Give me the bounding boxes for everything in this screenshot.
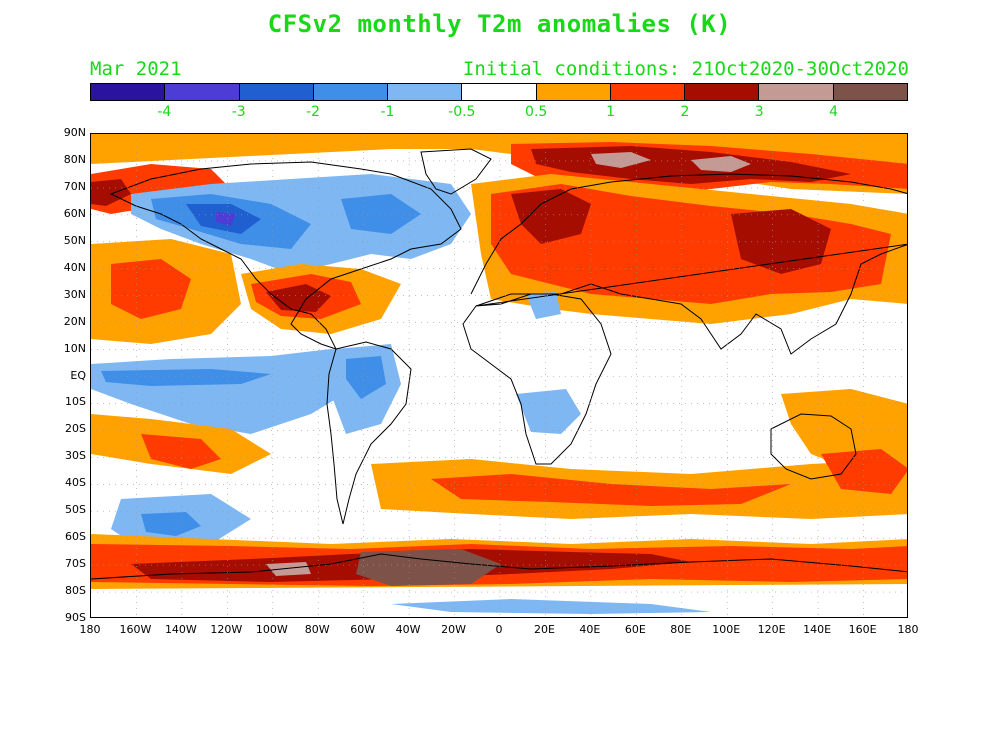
anomaly-region — [516, 389, 581, 434]
initial-conditions: Initial conditions: 21Oct2020-30Oct2020 — [462, 58, 909, 80]
latitude-tick-label: 40N — [63, 260, 86, 274]
anomaly-region — [526, 292, 561, 319]
legend-tick-label: -3 — [231, 104, 246, 120]
anomaly-region — [101, 369, 271, 386]
legend-swatch — [388, 84, 463, 100]
latitude-tick-label: 50N — [63, 233, 86, 247]
legend-tick-label: 4 — [829, 104, 839, 120]
latitude-tick-label: 50S — [65, 503, 86, 517]
anomaly-fields — [91, 134, 907, 617]
coastline-south-america — [326, 341, 412, 525]
anomaly-region — [391, 599, 711, 614]
legend-swatch — [759, 84, 834, 100]
latitude-tick-label: 60S — [65, 530, 86, 544]
legend-swatch — [685, 84, 760, 100]
legend-swatch — [165, 84, 240, 100]
map-title: CFSv2 monthly T2m anomalies (K) — [267, 10, 732, 38]
latitude-tick-label: 90N — [63, 126, 86, 139]
longitude-tick-label: 100W — [255, 623, 288, 636]
legend-tick-label: 0.5 — [525, 104, 548, 120]
longitude-tick-label: 40W — [395, 623, 421, 636]
color-legend-labels: -4 -3 -2 -1 -0.5 0.5 1 2 3 4 — [90, 104, 908, 122]
anomaly-region — [91, 179, 131, 206]
legend-tick-label: -0.5 — [448, 104, 476, 120]
latitude-tick-label: 70S — [65, 557, 86, 571]
latitude-tick-label: 70N — [63, 179, 86, 193]
anomaly-region — [346, 356, 386, 399]
legend-tick-label: 3 — [754, 104, 764, 120]
anomaly-region — [141, 512, 201, 536]
anomaly-region — [266, 284, 331, 312]
legend-swatch — [833, 84, 907, 100]
anomaly-region — [111, 259, 191, 319]
latitude-tick-label: 30S — [65, 449, 86, 463]
latitude-tick-label: 60N — [63, 206, 86, 220]
legend-swatch — [91, 84, 166, 100]
legend-tick-label: -1 — [380, 104, 395, 120]
valid-month: Mar 2021 — [90, 58, 182, 80]
longitude-tick-label: 20E — [533, 623, 555, 636]
graticule — [91, 134, 907, 617]
latitude-tick-label: 90S — [65, 611, 86, 624]
coastline-antarctica — [91, 553, 907, 580]
coastline-greenland — [420, 148, 492, 195]
coastline-africa — [462, 293, 612, 465]
latitude-tick-label: 80N — [63, 152, 86, 166]
longitude-tick-label: 60E — [624, 623, 646, 636]
legend-tick-label: -4 — [157, 104, 172, 120]
color-legend-bar — [90, 83, 908, 101]
latitude-tick-label: 20S — [65, 422, 86, 436]
legend-swatch — [462, 84, 537, 100]
latitude-tick-label: 80S — [65, 584, 86, 598]
longitude-tick-label: 120W — [210, 623, 243, 636]
latitude-tick-label: 20N — [63, 314, 86, 328]
longitude-tick-label: 80W — [304, 623, 330, 636]
anomaly-region — [591, 152, 651, 168]
longitude-tick-label: 60W — [350, 623, 376, 636]
longitude-tick-label: 80E — [670, 623, 692, 636]
legend-swatch — [239, 84, 314, 100]
anomaly-region — [216, 212, 236, 226]
anomaly-region — [431, 474, 791, 506]
anomaly-region — [141, 434, 221, 469]
longitude-tick-label: 160W — [119, 623, 152, 636]
longitude-tick-label: 180 — [79, 623, 101, 636]
longitude-tick-label: 100E — [712, 623, 741, 636]
legend-tick-label: -2 — [306, 104, 321, 120]
coastline-north-america — [109, 161, 462, 350]
anomaly-region — [691, 156, 751, 172]
anomaly-region — [356, 549, 501, 586]
anomaly-region — [341, 194, 421, 234]
legend-tick-label: 2 — [680, 104, 690, 120]
map-canvas — [91, 134, 907, 617]
coastline-australia — [770, 413, 857, 480]
coastlines — [91, 148, 907, 580]
longitude-tick-label: 140E — [803, 623, 832, 636]
longitude-tick-label: 180 — [897, 623, 919, 636]
longitude-tick-label: 120E — [757, 623, 786, 636]
legend-swatch — [536, 84, 611, 100]
longitude-tick-label: 0 — [495, 623, 503, 636]
latitude-tick-label: 10S — [65, 395, 86, 409]
anomaly-map — [90, 133, 908, 618]
anomaly-region — [266, 562, 311, 576]
longitude-tick-label: 160E — [848, 623, 877, 636]
anomaly-region — [821, 449, 907, 494]
longitude-tick-label: 140W — [164, 623, 197, 636]
longitude-tick-label: 20W — [441, 623, 466, 636]
legend-swatch — [313, 84, 389, 100]
longitude-tick-label: 40E — [579, 623, 601, 636]
latitude-tick-label: EQ — [70, 368, 86, 382]
latitude-tick-label: 40S — [65, 476, 86, 490]
legend-swatch — [610, 84, 686, 100]
anomaly-region — [511, 189, 591, 244]
latitude-tick-label: 30N — [63, 287, 86, 301]
latitude-tick-label: 10N — [63, 341, 86, 355]
legend-tick-label: 1 — [606, 104, 615, 120]
